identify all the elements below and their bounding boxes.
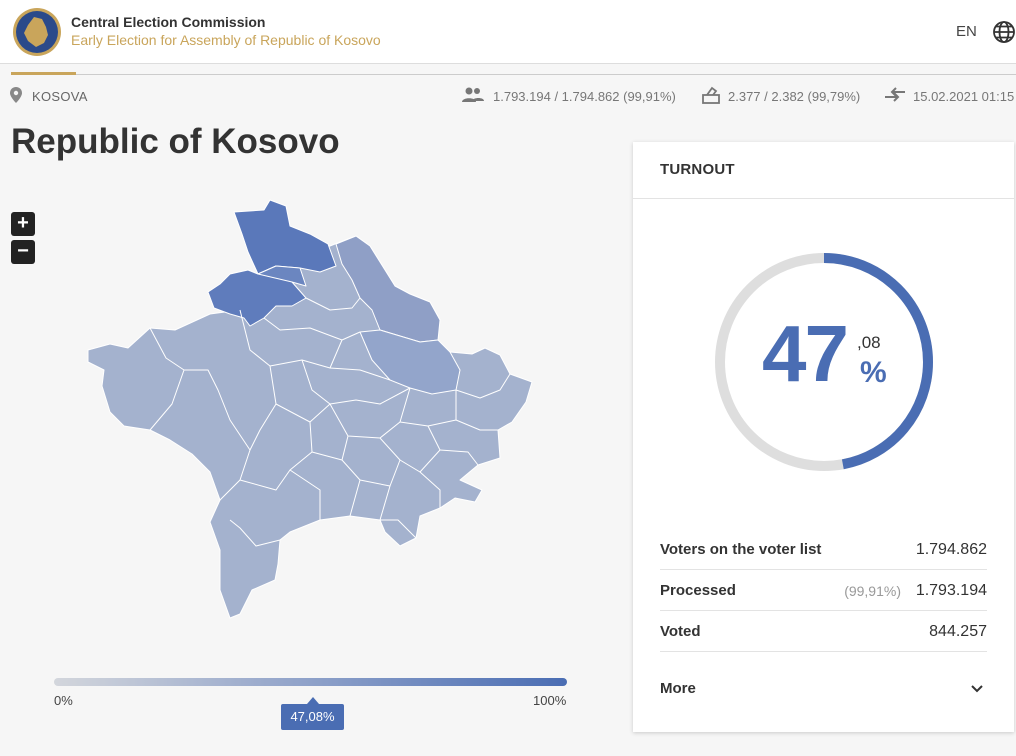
- last-updated: 15.02.2021 01:15: [913, 89, 1015, 104]
- legend-current-marker: 47,08%: [281, 697, 344, 730]
- row-label: Voted: [660, 623, 701, 640]
- row-voted: Voted 844.257: [660, 611, 987, 652]
- map-region-north-top: [233, 199, 337, 275]
- row-voters-on-list: Voters on the voter list 1.794.862: [660, 529, 987, 570]
- legend-min-label: 0%: [54, 693, 73, 708]
- turnout-percent-sign: %: [860, 356, 887, 389]
- chevron-down-icon[interactable]: [969, 681, 985, 697]
- globe-icon[interactable]: [992, 20, 1016, 44]
- turnout-percent-integer: 47: [762, 309, 849, 398]
- active-tab-indicator: [11, 72, 76, 75]
- voters-icon: [462, 87, 484, 102]
- zoom-in-button[interactable]: +: [11, 212, 35, 236]
- kosovo-municipalities-map[interactable]: [80, 190, 550, 630]
- location-label[interactable]: KOSOVA: [32, 89, 88, 104]
- turnout-color-scale: [54, 678, 567, 686]
- map-region-north-small: [257, 265, 307, 287]
- polling-stations-stat: 2.377 / 2.382 (99,79%): [728, 89, 861, 104]
- row-percent: (99,91%): [844, 583, 901, 599]
- cec-logo-icon[interactable]: [12, 7, 62, 57]
- more-toggle[interactable]: More: [660, 680, 696, 697]
- turnout-card-title: TURNOUT: [660, 161, 735, 178]
- donut-progress-arc: [715, 253, 933, 471]
- row-value: 1.794.862: [915, 541, 987, 558]
- app-header: Central Election Commission Early Electi…: [0, 0, 1016, 64]
- card-divider: [633, 198, 1014, 199]
- turnout-percent-decimal: ,08: [857, 333, 881, 352]
- page-title: Republic of Kosovo: [11, 122, 340, 161]
- row-label: Voters on the voter list: [660, 541, 822, 558]
- info-divider: [11, 74, 1016, 75]
- turnout-donut-chart: [715, 253, 933, 471]
- brand-subtitle: Early Election for Assembly of Republic …: [71, 32, 381, 48]
- row-processed: Processed (99,91%) 1.793.194: [660, 570, 987, 611]
- location-pin-icon: [10, 87, 22, 103]
- legend-max-label: 100%: [533, 693, 567, 708]
- turnout-card: TURNOUT 47 ,08 % Voters on the voter lis…: [633, 142, 1014, 732]
- ballot-box-icon: [702, 86, 720, 104]
- zoom-out-button[interactable]: −: [11, 240, 35, 264]
- language-selector[interactable]: EN: [956, 23, 977, 40]
- map-region-north-mid: [207, 265, 307, 327]
- row-label: Processed: [660, 582, 736, 599]
- row-value: 1.793.194: [915, 582, 987, 599]
- brand-title: Central Election Commission: [71, 14, 266, 30]
- sync-arrows-icon: [885, 87, 905, 102]
- row-value: 844.257: [929, 623, 987, 640]
- voters-stat: 1.793.194 / 1.794.862 (99,91%): [493, 89, 676, 104]
